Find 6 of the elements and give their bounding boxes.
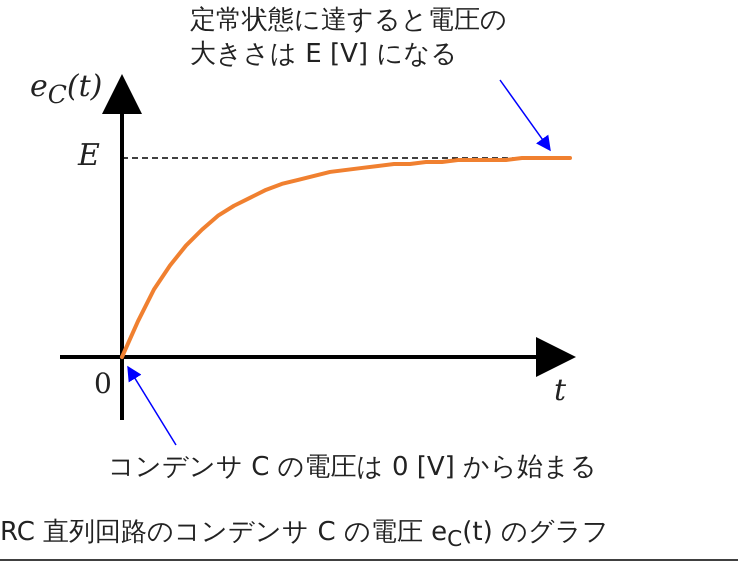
xlabel: t [554,374,566,408]
annotation: コンデンサ C の電圧は 0 [V] から始まる [108,451,598,484]
annotation: 定常状態に達すると電圧の大きさは E [V] になる [190,4,508,71]
ylabel: e$_{C}$(t) [30,70,102,111]
title: RC 直列回路のコンデンサ C の電圧 e$_{C}$(t) のグラフ [0,516,610,554]
annotation: 0 [94,367,112,401]
